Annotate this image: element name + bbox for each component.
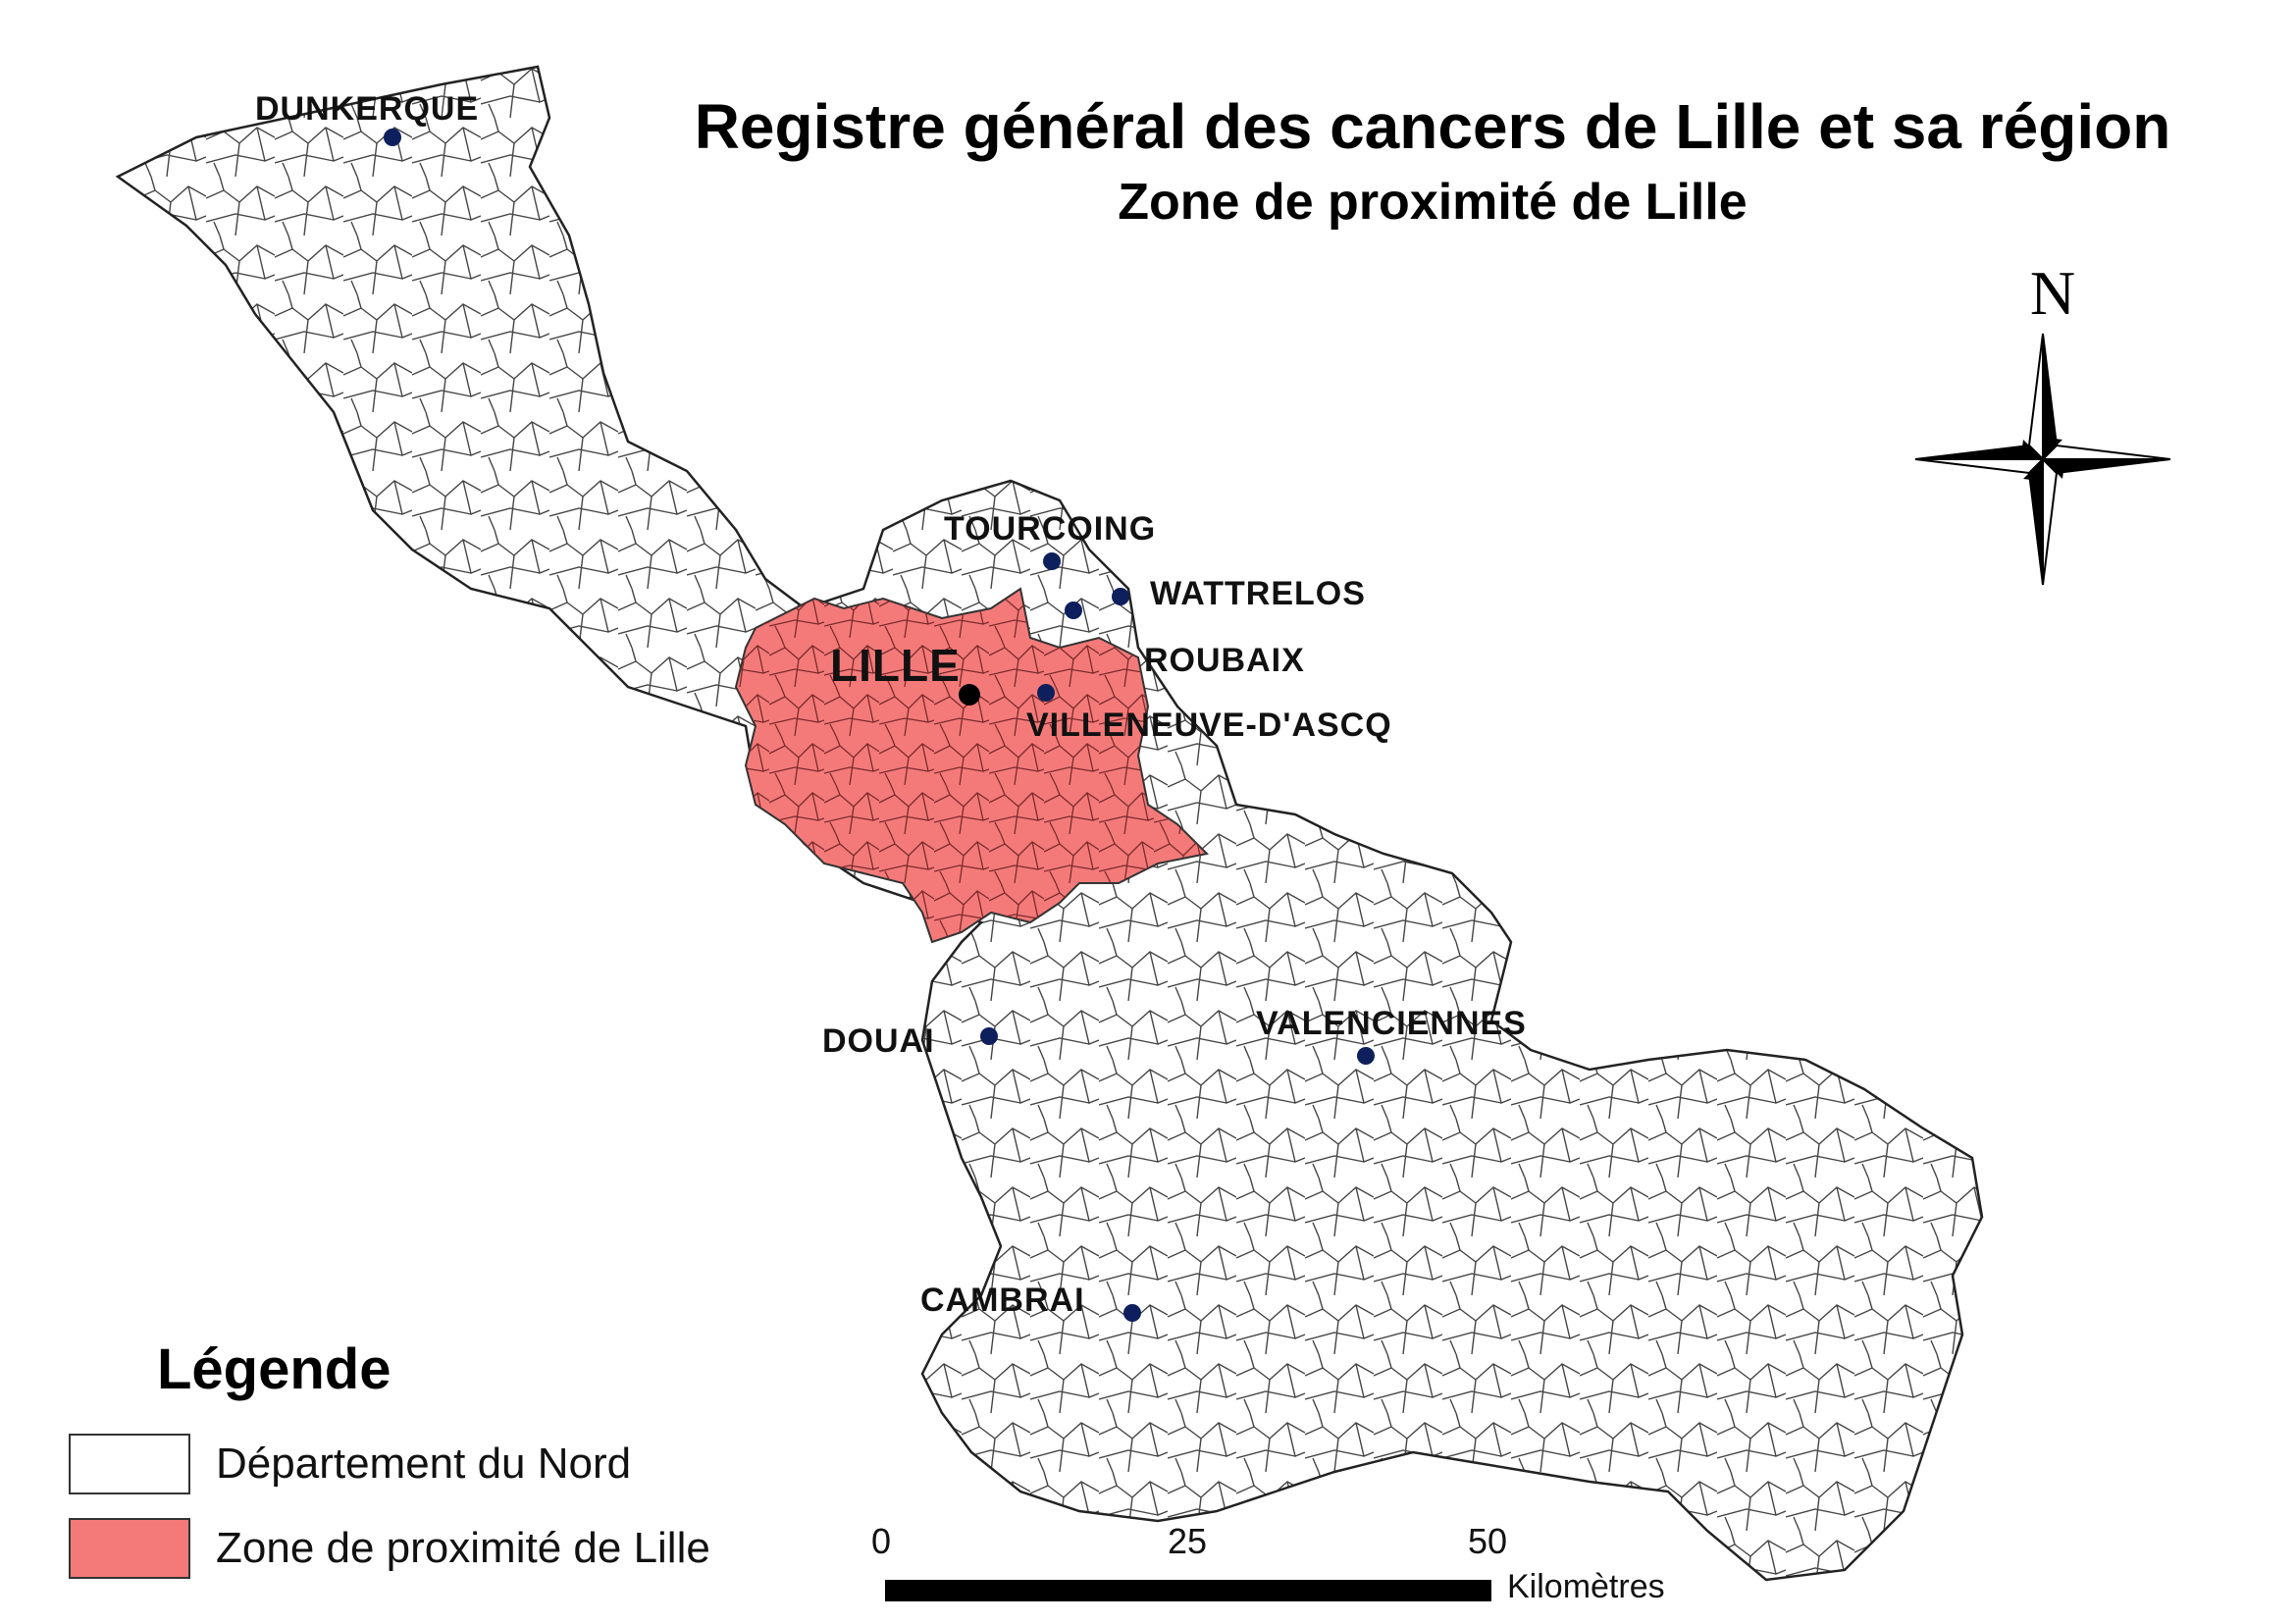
- city-label-roubaix: ROUBAIX: [1144, 642, 1305, 679]
- city-markers: [384, 129, 1375, 1322]
- city-dot-lille: [959, 684, 980, 706]
- legend-swatch-zone: [69, 1518, 190, 1579]
- city-dot-valenciennes: [1357, 1047, 1375, 1065]
- scale-tick-50: 50: [1468, 1521, 1508, 1561]
- legend-label: Département du Nord: [216, 1440, 632, 1488]
- city-label-wattrelos: WATTRELOS: [1150, 575, 1366, 612]
- scale-tick-0: 0: [871, 1521, 892, 1561]
- scale-tick-25: 25: [1168, 1521, 1208, 1561]
- north-label: N: [2029, 258, 2076, 328]
- legend-title: Légende: [157, 1337, 391, 1401]
- zone-communes-grid: [736, 589, 1207, 942]
- city-label-valenciennes: VALENCIENNES: [1256, 1005, 1527, 1042]
- legend-swatch-department: [69, 1434, 190, 1494]
- city-label-villeneuve-d-ascq: VILLENEUVE-D'ASCQ: [1026, 707, 1392, 744]
- city-label-lille: LILLE: [830, 640, 961, 691]
- city-dot-douai: [980, 1027, 998, 1045]
- legend-item-department: Département du Nord: [69, 1433, 631, 1495]
- map-title: Registre général des cancers de Lille et…: [694, 91, 2171, 162]
- city-dot-wattrelos: [1112, 588, 1129, 605]
- map-subtitle: Zone de proximité de Lille: [1118, 174, 1748, 231]
- city-dot-dunkerque: [384, 129, 401, 146]
- city-label-dunkerque: DUNKERQUE: [255, 90, 479, 128]
- city-dot-villeneuve-d-ascq: [1037, 684, 1055, 702]
- north-arrow-icon: [1914, 333, 2171, 586]
- city-dot-roubaix: [1065, 602, 1082, 619]
- city-dot-cambrai: [1123, 1304, 1141, 1322]
- scale-bar: [885, 1580, 1491, 1601]
- legend-item-zone: Zone de proximité de Lille: [69, 1517, 710, 1580]
- city-label-douai: DOUAI: [822, 1022, 935, 1060]
- city-label-tourcoing: TOURCOING: [944, 510, 1156, 548]
- city-dot-tourcoing: [1043, 552, 1061, 570]
- legend-label: Zone de proximité de Lille: [216, 1524, 710, 1572]
- scale-unit: Kilomètres: [1507, 1568, 1665, 1605]
- city-label-cambrai: CAMBRAI: [920, 1282, 1085, 1319]
- city-labels: DUNKERQUE TOURCOING WATTRELOS ROUBAIX LILLE V…: [255, 90, 1527, 1319]
